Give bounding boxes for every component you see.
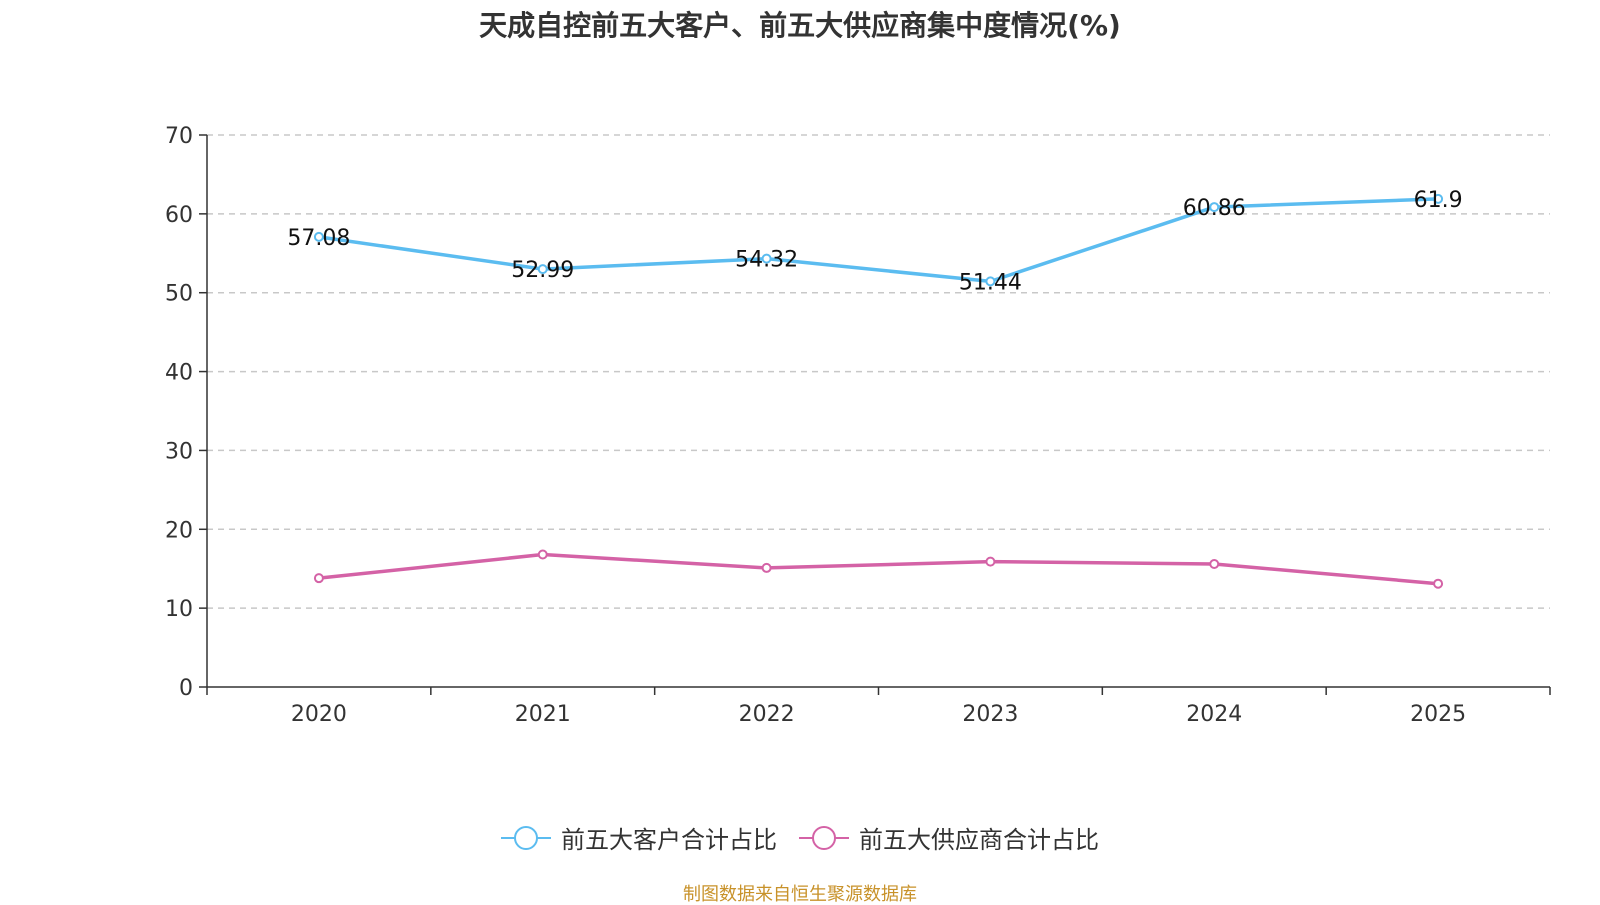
series-0-point-2023 <box>985 276 996 287</box>
grid-layer <box>207 134 1550 609</box>
legend-marker-suppliers-icon <box>799 825 849 850</box>
series-layer <box>313 193 1444 589</box>
data-label-2023: 51.44 <box>959 270 1022 295</box>
series-1-point-2023 <box>985 556 996 567</box>
legend-label-customers: 前五大客户合计占比 <box>561 826 777 854</box>
series-line-1 <box>318 552 1439 586</box>
data-label-2024: 60.86 <box>1183 196 1246 221</box>
series-line-0 <box>318 197 1439 284</box>
x-tick-label-2021: 2021 <box>515 702 571 727</box>
data-label-2021: 52.99 <box>511 258 574 283</box>
y-tick-label-30: 30 <box>165 439 193 464</box>
data-label-2020: 57.08 <box>287 226 350 251</box>
x-tick-label-2020: 2020 <box>291 702 347 727</box>
y-tick-label-70: 70 <box>165 124 193 149</box>
axis-layer: 0 10 20 30 40 50 60 70 2020 2021 2022 2023 2024 2025 <box>165 124 1551 727</box>
x-tick-label-2024: 2024 <box>1186 702 1242 727</box>
legend-item-suppliers[interactable]: 前五大供应商合计占比 <box>799 820 1099 855</box>
series-0-point-2025 <box>1433 193 1444 204</box>
series-0-point-2020 <box>313 231 324 242</box>
x-tick-label-2022: 2022 <box>739 702 795 727</box>
series-1-point-2020 <box>313 573 324 584</box>
y-tick-label-40: 40 <box>165 361 193 386</box>
series-1-point-2021 <box>537 549 548 560</box>
x-tick-label-2023: 2023 <box>962 702 1018 727</box>
series-1-point-2024 <box>1209 558 1220 569</box>
y-tick-label-60: 60 <box>165 203 193 228</box>
source-note: 制图数据来自恒生聚源数据库 <box>683 884 917 905</box>
x-tick-label-2025: 2025 <box>1410 702 1466 727</box>
y-tick-label-50: 50 <box>165 282 193 307</box>
legend-item-customers[interactable]: 前五大客户合计占比 <box>501 820 777 855</box>
series-0-point-2024 <box>1209 202 1220 213</box>
label-layer: 57.08 52.99 54.32 51.44 60.86 61.9 <box>287 188 1462 295</box>
series-1-point-2025 <box>1433 578 1444 589</box>
y-tick-label-10: 10 <box>165 597 193 622</box>
chart-title: 天成自控前五大客户、前五大供应商集中度情况(%) <box>479 9 1121 42</box>
data-label-2025: 61.9 <box>1414 188 1463 213</box>
data-label-2022: 54.32 <box>735 248 798 273</box>
series-1-point-2022 <box>761 562 772 573</box>
y-tick-label-0: 0 <box>179 676 193 701</box>
legend-marker-customers-icon <box>501 825 551 850</box>
series-0-point-2022 <box>761 253 772 264</box>
series-0-point-2021 <box>537 264 548 275</box>
y-tick-label-20: 20 <box>165 518 193 543</box>
legend-label-suppliers: 前五大供应商合计占比 <box>859 826 1099 854</box>
legend: 前五大客户合计占比 前五大供应商合计占比 <box>0 820 1600 855</box>
